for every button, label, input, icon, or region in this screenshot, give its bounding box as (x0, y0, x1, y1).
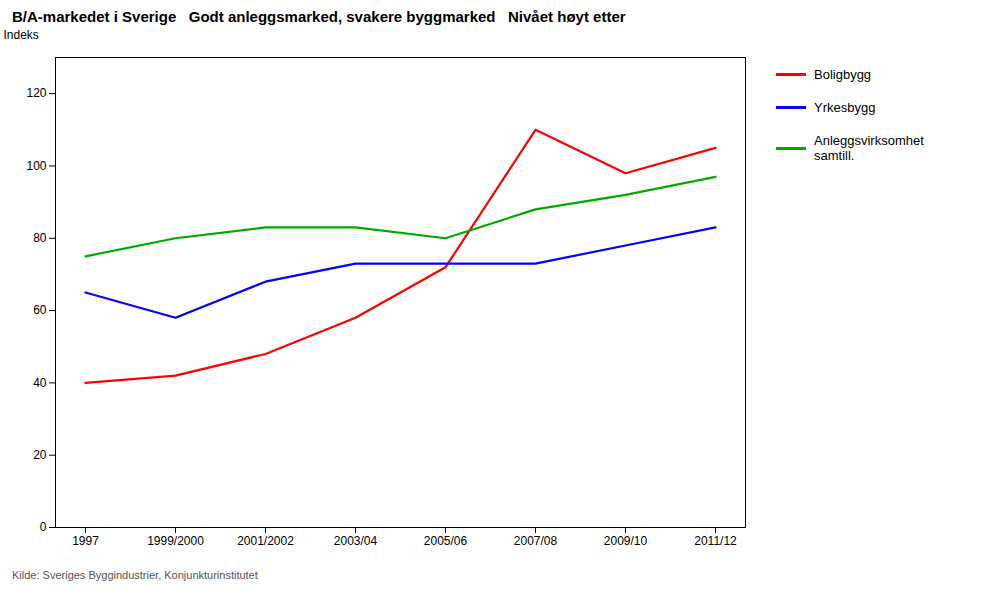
html-text:B/A-markedet i Sverige Godt an: B/A-markedet i Sverige Godt anleggsmarke… (12, 8, 626, 25)
svg-text:Indeks: Indeks (4, 28, 39, 42)
html-text:Yrkesbygg: Yrkesbygg (814, 100, 876, 115)
svg-text:2009/10: 2009/10 (604, 534, 648, 548)
svg-text:2001/2002: 2001/2002 (237, 534, 294, 548)
svg-text:2005/06: 2005/06 (424, 534, 468, 548)
html-text:Anleggsvirksomhet samtill.: Anleggsvirksomhet samtill. (814, 133, 924, 163)
svg-text:2003/04: 2003/04 (334, 534, 378, 548)
html-text:Boligbygg: Boligbygg (814, 67, 872, 82)
svg-text:2007/08: 2007/08 (514, 534, 558, 548)
svg-text:60: 60 (33, 303, 47, 317)
svg-text:1997: 1997 (72, 534, 99, 548)
svg-text:80: 80 (33, 231, 47, 245)
svg-text:20: 20 (33, 448, 47, 462)
svg-text:1999/2000: 1999/2000 (147, 534, 204, 548)
svg-text:120: 120 (26, 86, 46, 100)
svg-text:0: 0 (40, 520, 47, 534)
svg-text:2011/12: 2011/12 (694, 534, 737, 548)
svg-text:40: 40 (33, 376, 47, 390)
html-text:Kilde: Sveriges Byggindustrier: Kilde: Sveriges Byggindustrier, Konjunkt… (12, 569, 258, 581)
svg-text:100: 100 (26, 159, 46, 173)
